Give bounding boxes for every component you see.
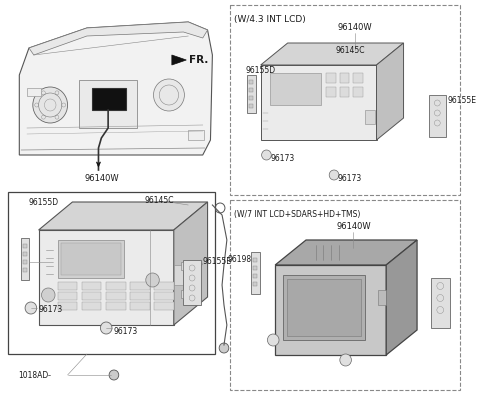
Bar bbox=[106, 302, 125, 310]
Circle shape bbox=[109, 370, 119, 380]
Bar bbox=[249, 104, 253, 108]
Bar bbox=[23, 252, 27, 256]
Bar bbox=[82, 302, 101, 310]
Bar bbox=[431, 278, 450, 328]
Bar bbox=[23, 244, 27, 248]
Polygon shape bbox=[29, 22, 207, 55]
Text: 96140W: 96140W bbox=[336, 221, 371, 230]
Text: 1018AD: 1018AD bbox=[18, 370, 48, 379]
Bar bbox=[326, 87, 336, 97]
Bar bbox=[155, 292, 174, 300]
Bar bbox=[79, 80, 137, 128]
Bar bbox=[230, 5, 459, 195]
Text: FR.: FR. bbox=[189, 55, 209, 65]
Text: 96173: 96173 bbox=[38, 305, 63, 314]
Circle shape bbox=[340, 354, 351, 366]
Polygon shape bbox=[376, 43, 404, 140]
Text: 96140W: 96140W bbox=[84, 173, 119, 182]
Bar bbox=[249, 88, 253, 92]
Polygon shape bbox=[38, 202, 207, 230]
Bar bbox=[249, 80, 253, 84]
Circle shape bbox=[146, 273, 159, 287]
Polygon shape bbox=[386, 240, 417, 355]
Bar bbox=[340, 87, 349, 97]
Polygon shape bbox=[261, 43, 404, 65]
Text: 96155E: 96155E bbox=[203, 258, 232, 266]
Circle shape bbox=[25, 302, 36, 314]
Bar bbox=[21, 238, 29, 280]
Bar bbox=[365, 110, 374, 124]
Bar bbox=[253, 266, 257, 270]
Bar bbox=[283, 275, 365, 340]
Polygon shape bbox=[275, 265, 386, 355]
Bar bbox=[230, 200, 459, 390]
Bar bbox=[287, 279, 361, 336]
Bar bbox=[106, 282, 125, 290]
Bar bbox=[106, 292, 125, 300]
Bar bbox=[253, 258, 257, 262]
Text: 96173: 96173 bbox=[114, 327, 138, 336]
Text: (W/4.3 INT LCD): (W/4.3 INT LCD) bbox=[234, 15, 305, 24]
Bar bbox=[58, 302, 77, 310]
Bar bbox=[378, 290, 386, 305]
Bar bbox=[253, 282, 257, 286]
Text: (W/7 INT LCD+SDARS+HD+TMS): (W/7 INT LCD+SDARS+HD+TMS) bbox=[234, 210, 360, 219]
Bar bbox=[270, 73, 321, 105]
Bar bbox=[180, 262, 183, 270]
Bar bbox=[353, 73, 363, 83]
Bar bbox=[58, 240, 123, 278]
Text: 96173: 96173 bbox=[270, 154, 295, 162]
Polygon shape bbox=[19, 22, 212, 155]
Bar bbox=[251, 252, 260, 294]
Text: 96173: 96173 bbox=[338, 173, 362, 182]
Circle shape bbox=[267, 334, 279, 346]
Bar bbox=[155, 302, 174, 310]
Bar bbox=[180, 290, 183, 298]
Bar bbox=[8, 192, 216, 354]
Bar bbox=[82, 282, 101, 290]
Bar bbox=[155, 282, 174, 290]
Bar bbox=[253, 274, 257, 278]
Text: 96145C: 96145C bbox=[145, 195, 174, 204]
Circle shape bbox=[154, 79, 184, 111]
Bar bbox=[353, 87, 363, 97]
Circle shape bbox=[329, 170, 339, 180]
Polygon shape bbox=[275, 240, 417, 265]
Circle shape bbox=[100, 322, 112, 334]
Bar bbox=[58, 292, 77, 300]
Bar bbox=[131, 302, 150, 310]
Bar bbox=[247, 75, 256, 113]
Bar bbox=[92, 88, 125, 110]
Bar bbox=[61, 243, 120, 275]
Bar bbox=[131, 292, 150, 300]
Circle shape bbox=[262, 150, 271, 160]
Bar bbox=[23, 268, 27, 272]
Polygon shape bbox=[38, 230, 174, 325]
Polygon shape bbox=[174, 202, 207, 325]
Text: 96155E: 96155E bbox=[448, 95, 477, 104]
Bar bbox=[131, 282, 150, 290]
Text: 96140W: 96140W bbox=[338, 22, 372, 32]
Text: 96145C: 96145C bbox=[336, 45, 365, 54]
Bar bbox=[183, 260, 201, 305]
Bar bbox=[23, 260, 27, 264]
Bar bbox=[27, 88, 40, 96]
Bar bbox=[82, 292, 101, 300]
Bar bbox=[429, 95, 446, 137]
Circle shape bbox=[219, 343, 229, 353]
Polygon shape bbox=[172, 55, 186, 65]
Bar bbox=[326, 73, 336, 83]
Text: 96155D: 96155D bbox=[29, 197, 59, 206]
Bar bbox=[58, 282, 77, 290]
Bar bbox=[188, 130, 204, 140]
Circle shape bbox=[41, 288, 55, 302]
Bar bbox=[174, 265, 185, 285]
Text: 96198: 96198 bbox=[228, 255, 252, 264]
Circle shape bbox=[33, 87, 68, 123]
Bar bbox=[340, 73, 349, 83]
Polygon shape bbox=[261, 65, 376, 140]
Bar bbox=[249, 96, 253, 100]
Text: 96155D: 96155D bbox=[245, 65, 276, 74]
